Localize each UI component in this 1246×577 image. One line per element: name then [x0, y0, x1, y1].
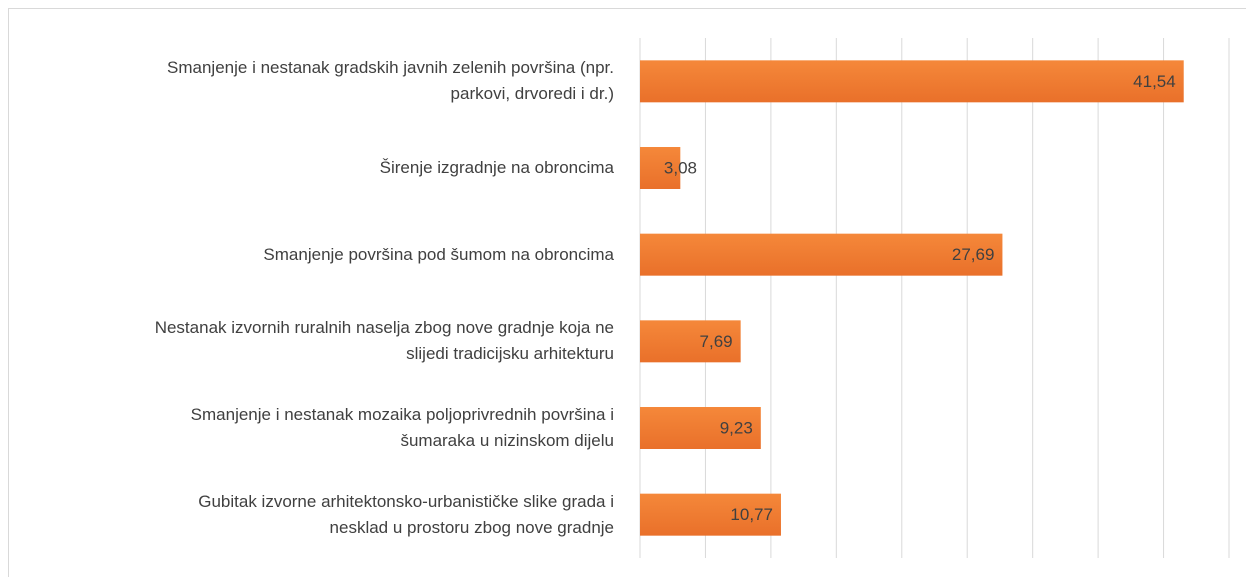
bar — [640, 320, 741, 363]
data-label: 9,23 — [720, 418, 753, 437]
category-label: Smanjenje i nestanak gradskih javnih zel… — [167, 58, 614, 104]
bar — [640, 233, 1003, 276]
chart-border — [8, 8, 1246, 577]
bar — [640, 60, 1184, 103]
category-label: Smanjenje i nestanak mozaika poljoprivre… — [190, 405, 614, 450]
bar — [640, 493, 781, 536]
data-label: 3,08 — [664, 158, 697, 177]
bar — [640, 147, 681, 189]
data-label: 10,77 — [730, 505, 773, 524]
data-label: 41,54 — [1133, 72, 1176, 91]
data-label: 7,69 — [700, 332, 733, 351]
category-label: Gubitak izvorne arhitektonsko-urbanistič… — [198, 491, 614, 537]
category-label: Smanjenje površina pod šumom na obroncim… — [263, 244, 614, 264]
bar — [640, 407, 761, 449]
data-label: 27,69 — [952, 245, 995, 264]
category-label: Nestanak izvornih ruralnih naselja zbog … — [154, 318, 614, 364]
category-label: Širenje izgradnje na obroncima — [379, 158, 614, 177]
